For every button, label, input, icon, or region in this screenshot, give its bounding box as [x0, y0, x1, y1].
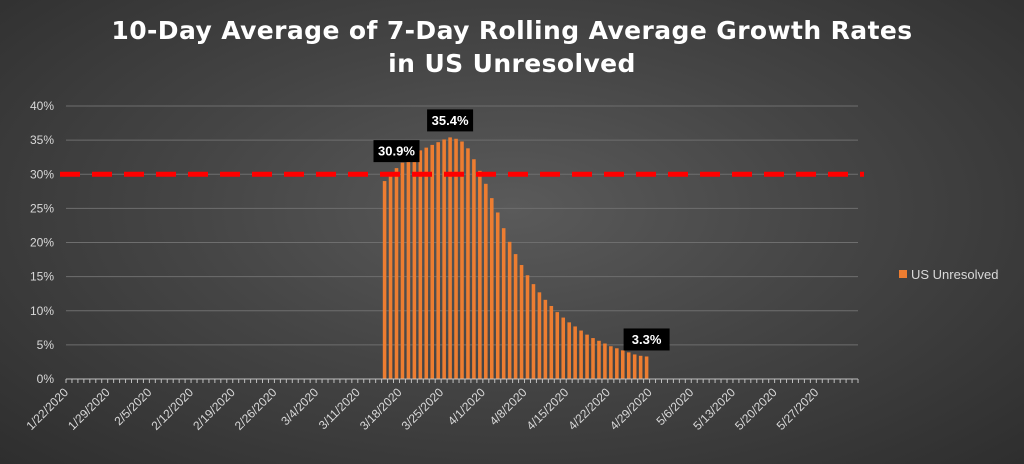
bar [543, 299, 548, 379]
chart-title: 10-Day Average of 7-Day Rolling Average … [0, 14, 1024, 80]
y-tick-label: 10% [30, 304, 54, 318]
bar [478, 170, 482, 379]
legend-swatch [899, 270, 907, 278]
bar [626, 352, 631, 379]
bar [549, 305, 554, 379]
x-tick-label: 4/1/2020 [445, 385, 488, 428]
bar [412, 153, 417, 379]
chart-title-line-1: 10-Day Average of 7-Day Rolling Average … [111, 16, 913, 45]
x-tick-label: 3/4/2020 [278, 385, 321, 428]
bar [603, 343, 607, 379]
x-axis-tick-labels: 1/22/20201/29/20202/5/20202/12/20202/19/… [23, 385, 821, 433]
x-tick-label: 2/12/2020 [148, 385, 196, 433]
bar [406, 157, 411, 379]
bar [394, 168, 399, 379]
y-tick-label: 0% [37, 372, 55, 386]
bar [567, 322, 571, 379]
bar [448, 137, 452, 379]
bar [454, 138, 458, 379]
data-label: 3.3% [632, 332, 662, 347]
x-tick-label: 4/8/2020 [487, 385, 530, 428]
data-label: 35.4% [432, 113, 469, 128]
bar [495, 212, 500, 379]
x-tick-label: 4/29/2020 [607, 385, 655, 433]
bar [555, 312, 560, 379]
x-tick-label: 4/22/2020 [565, 385, 613, 433]
x-tick-label: 2/19/2020 [190, 385, 238, 433]
bar [585, 334, 589, 379]
data-label-box [373, 140, 420, 163]
y-tick-label: 40% [30, 99, 54, 113]
bar [644, 356, 649, 379]
x-tick-label: 3/18/2020 [357, 385, 405, 433]
x-tick-label: 2/5/2020 [112, 385, 155, 428]
x-tick-label: 5/20/2020 [732, 385, 780, 433]
legend: US Unresolved [899, 267, 998, 282]
bar [418, 150, 423, 379]
bar [609, 346, 613, 379]
y-tick-label: 20% [30, 236, 54, 250]
bar [388, 174, 393, 379]
bar [632, 354, 637, 379]
bar [400, 162, 405, 379]
bar [519, 265, 524, 379]
y-tick-label: 30% [30, 167, 54, 181]
x-tick-label: 2/26/2020 [232, 385, 280, 433]
bar [489, 198, 494, 379]
bar [573, 326, 577, 379]
x-tick-label: 5/27/2020 [774, 385, 822, 433]
bar [537, 292, 542, 379]
bar [525, 275, 530, 379]
y-tick-label: 35% [30, 133, 54, 147]
x-tick-label: 5/6/2020 [653, 385, 696, 428]
data-label-box [427, 109, 474, 132]
x-tick-label: 3/25/2020 [399, 385, 447, 433]
chart-title-line-2: in US Unresolved [388, 49, 636, 78]
bar [442, 139, 446, 379]
x-axis [65, 378, 859, 383]
data-label: 30.9% [378, 144, 415, 159]
x-tick-label: 1/22/2020 [23, 385, 71, 433]
bar [460, 141, 464, 379]
bar [531, 284, 536, 379]
y-tick-label: 15% [30, 270, 54, 284]
bars [382, 137, 649, 379]
bar [466, 148, 470, 379]
bar [597, 340, 601, 379]
bar [484, 183, 488, 379]
bar [615, 348, 619, 379]
bar [561, 317, 566, 379]
bar [620, 350, 625, 379]
bar [382, 181, 387, 379]
bar [430, 144, 435, 379]
y-axis: 0% 5% 10% 15% 20% 25% 30% 35% 40% [30, 99, 54, 386]
data-labels: 30.9% 35.4% 3.3% [373, 109, 670, 351]
x-tick-label: 5/13/2020 [690, 385, 738, 433]
bar [638, 355, 643, 379]
bar [501, 228, 506, 379]
bar [436, 142, 440, 379]
bar [591, 338, 595, 379]
x-tick-label: 4/15/2020 [524, 385, 572, 433]
data-label-box [623, 328, 670, 351]
x-tick-label: 3/11/2020 [316, 385, 363, 432]
bar [472, 159, 476, 379]
bar [507, 241, 512, 379]
bar [579, 330, 583, 379]
legend-label: US Unresolved [911, 267, 998, 282]
y-tick-label: 25% [30, 201, 54, 215]
y-tick-label: 5% [37, 338, 55, 352]
x-tick-label: 1/29/2020 [65, 385, 113, 433]
bar [424, 147, 429, 379]
bar [513, 254, 518, 379]
